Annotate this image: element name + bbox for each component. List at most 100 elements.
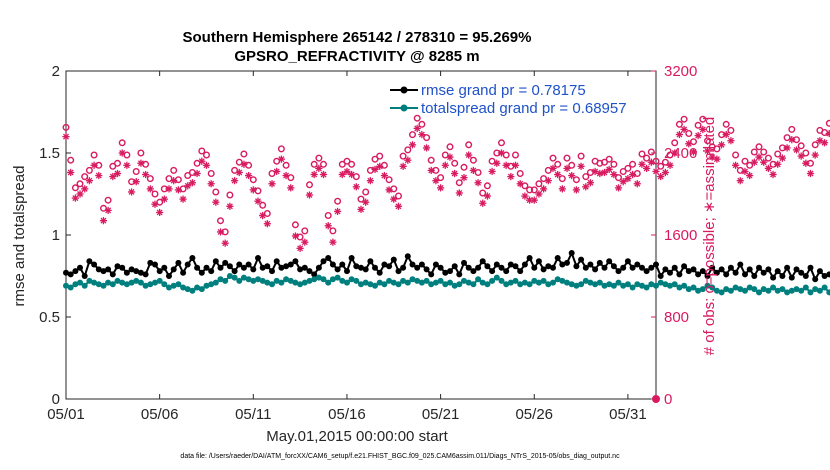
obs-possible-point <box>104 196 112 204</box>
data-point <box>465 279 472 286</box>
data-point <box>639 282 645 289</box>
data-point <box>418 279 425 286</box>
data-point <box>339 261 346 268</box>
data-point <box>568 281 575 288</box>
data-point <box>699 286 706 293</box>
data-point <box>718 266 725 273</box>
obs-assimilated-point <box>577 162 585 170</box>
data-point <box>451 263 458 270</box>
data-point <box>423 277 430 284</box>
obs-possible-point <box>174 176 182 184</box>
data-point <box>662 281 669 288</box>
obs-assimilated-point <box>413 124 421 132</box>
x-tick-label: 05/21 <box>422 406 460 423</box>
data-point <box>109 281 116 288</box>
obs-possible-point <box>568 161 576 169</box>
obs-assimilated-point <box>802 159 810 167</box>
data-point <box>564 259 570 266</box>
data-point <box>194 264 201 271</box>
data-point <box>222 277 229 284</box>
obs-assimilated-point <box>329 238 337 246</box>
obs-possible-point <box>198 147 206 155</box>
obs-possible-point <box>797 142 805 150</box>
legend-marker-totalspread <box>400 104 408 112</box>
obs-possible-point <box>526 186 534 194</box>
legend-entry-totalspread: totalspread grand pr = 0.68957 <box>421 100 627 117</box>
data-point <box>175 281 182 288</box>
data-point <box>479 258 486 265</box>
data-point <box>320 258 327 265</box>
data-point <box>699 268 706 275</box>
data-point <box>489 268 496 275</box>
data-point <box>226 273 233 279</box>
data-point <box>212 258 219 265</box>
data-point <box>517 268 524 275</box>
data-point <box>662 266 669 273</box>
obs-assimilated-point <box>67 168 75 177</box>
data-point <box>329 276 336 283</box>
obs-possible-point <box>320 160 328 168</box>
obs-possible-point <box>240 150 248 158</box>
obs-assimilated-point <box>507 172 515 181</box>
data-point <box>770 274 777 281</box>
data-point <box>381 281 388 288</box>
obs-possible-point <box>512 151 520 159</box>
data-point <box>517 281 524 288</box>
x-tick-label: 05/01 <box>47 406 85 423</box>
obs-assimilated-point <box>483 192 492 200</box>
data-point <box>269 281 275 288</box>
obs-assimilated-point <box>245 171 253 180</box>
data-point <box>587 261 594 268</box>
data-point <box>437 264 444 271</box>
data-point <box>240 274 247 281</box>
obs-assimilated-point <box>502 161 510 169</box>
obs-assimilated-point <box>226 202 234 210</box>
data-point <box>283 263 290 270</box>
data-point <box>386 277 393 284</box>
obs-possible-point <box>362 188 370 196</box>
data-point <box>732 284 739 291</box>
data-point <box>166 273 172 279</box>
obs-assimilated-point <box>109 172 117 181</box>
data-point <box>681 282 688 289</box>
data-point <box>203 264 210 271</box>
data-point <box>765 287 772 294</box>
obs-assimilated-point <box>338 170 346 179</box>
data-point <box>526 255 533 261</box>
obs-assimilated-point <box>268 180 276 188</box>
obs-assimilated-point <box>184 182 192 190</box>
obs-assimilated-point <box>357 205 365 213</box>
series-0 <box>63 250 830 283</box>
data-point <box>690 284 697 291</box>
obs-assimilated-point <box>652 167 660 176</box>
obs-assimilated-point <box>394 202 403 210</box>
data-point <box>147 281 154 288</box>
data-point <box>751 273 758 279</box>
data-point <box>601 264 608 271</box>
obs-possible-point <box>151 190 159 198</box>
obs-assimilated-point <box>479 199 487 207</box>
data-point <box>100 282 107 289</box>
data-point <box>498 264 505 271</box>
obs-possible-point <box>732 151 740 159</box>
data-point <box>156 268 163 275</box>
data-point <box>77 279 83 286</box>
data-point <box>507 261 514 268</box>
obs-assimilated-point <box>399 162 407 170</box>
y-right-tick-label: 800 <box>664 309 689 326</box>
data-point <box>409 261 416 268</box>
obs-possible-point <box>132 167 140 175</box>
data-point <box>540 277 547 284</box>
data-point <box>526 281 533 288</box>
obs-assimilated-point <box>193 169 201 178</box>
obs-possible-point <box>310 160 318 168</box>
obs-possible-point <box>338 160 346 168</box>
y-tick-label: 1 <box>52 227 60 244</box>
obs-possible-point <box>90 151 98 159</box>
obs-assimilated-point <box>493 159 501 167</box>
data-point <box>484 263 491 270</box>
obs-possible-point <box>413 114 421 122</box>
data-point <box>81 282 88 289</box>
obs-assimilated-point <box>151 200 159 208</box>
obs-assimilated-point <box>235 168 243 177</box>
